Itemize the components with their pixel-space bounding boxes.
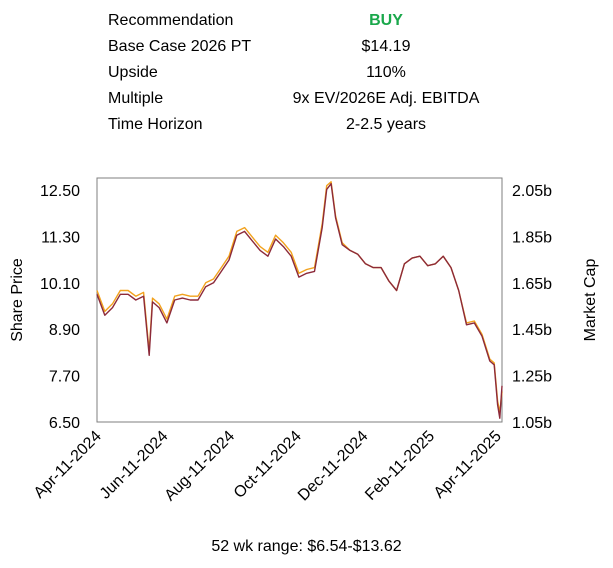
y-tick-label-left: 8.90 (49, 322, 80, 339)
series-line-1 (96, 181, 503, 414)
y-tick-label-right: 1.25b (512, 369, 552, 386)
x-tick-label: Aug-11-2024 (162, 428, 239, 505)
share-price-chart: 12.50 11.30 10.10 8.90 7.70 6.50 2.05b 1.85b 1.… (9, 177, 599, 505)
plot-area-frame (96, 177, 503, 423)
y-tick-label-left: 7.70 (49, 369, 80, 386)
y-axis-right-title: Market Cap (582, 259, 599, 342)
multiple-value: 9x EV/2026E Adj. EBITDA (292, 90, 480, 107)
summary-label: Upside (108, 64, 158, 81)
x-tick-label: Apr-11-2024 (31, 428, 105, 502)
y-tick-label-left: 12.50 (40, 183, 80, 200)
upside-value: 110% (366, 64, 406, 81)
y-tick-label-right: 1.05b (512, 415, 552, 432)
series-line-2 (96, 183, 503, 419)
y-tick-label-left: 6.50 (49, 415, 80, 432)
summary-row-time-horizon: Time Horizon 2-2.5 years (0, 116, 613, 142)
summary-label: Time Horizon (108, 116, 203, 133)
summary-row-price-target: Base Case 2026 PT $14.19 (0, 38, 613, 64)
y-tick-label-left: 11.30 (41, 229, 80, 246)
y-tick-label-left: 10.10 (40, 276, 80, 293)
time-horizon-value: 2-2.5 years (345, 116, 427, 133)
y-axis-right: 2.05b 1.85b 1.65b 1.45b 1.25b 1.05b (512, 183, 552, 432)
x-tick-label: Jun-11-2024 (97, 428, 172, 503)
summary-label: Multiple (108, 90, 164, 107)
y-axis-left: 12.50 11.30 10.10 8.90 7.70 6.50 (40, 183, 80, 432)
summary-table: Recommendation BUY Base Case 2026 PT $14… (0, 0, 613, 150)
y-tick-label-right: 1.65b (512, 276, 552, 293)
summary-row-multiple: Multiple 9x EV/2026E Adj. EBITDA (0, 90, 613, 116)
summary-row-upside: Upside 110% (0, 64, 613, 90)
x-axis: Apr-11-2024Jun-11-2024Aug-11-2024Oct-11-… (31, 428, 505, 505)
price-target-value: $14.19 (361, 38, 411, 55)
x-tick-label: Oct-11-2024 (231, 428, 305, 502)
y-axis-left-title: Share Price (9, 258, 26, 342)
y-tick-label-right: 1.85b (512, 229, 552, 246)
summary-row-recommendation: Recommendation BUY (0, 12, 613, 38)
summary-label: Base Case 2026 PT (108, 38, 252, 55)
x-tick-label: Feb-11-2025 (362, 428, 438, 504)
recommendation-value: BUY (369, 12, 403, 29)
y-tick-label-right: 2.05b (512, 183, 552, 200)
y-tick-label-right: 1.45b (512, 322, 552, 339)
range-footnote: 52 wk range: $6.54-$13.62 (211, 538, 402, 555)
series-layer (96, 181, 503, 419)
summary-label: Recommendation (108, 12, 234, 29)
x-tick-label: Apr-11-2025 (431, 428, 505, 502)
x-tick-label: Dec-11-2024 (295, 428, 372, 505)
